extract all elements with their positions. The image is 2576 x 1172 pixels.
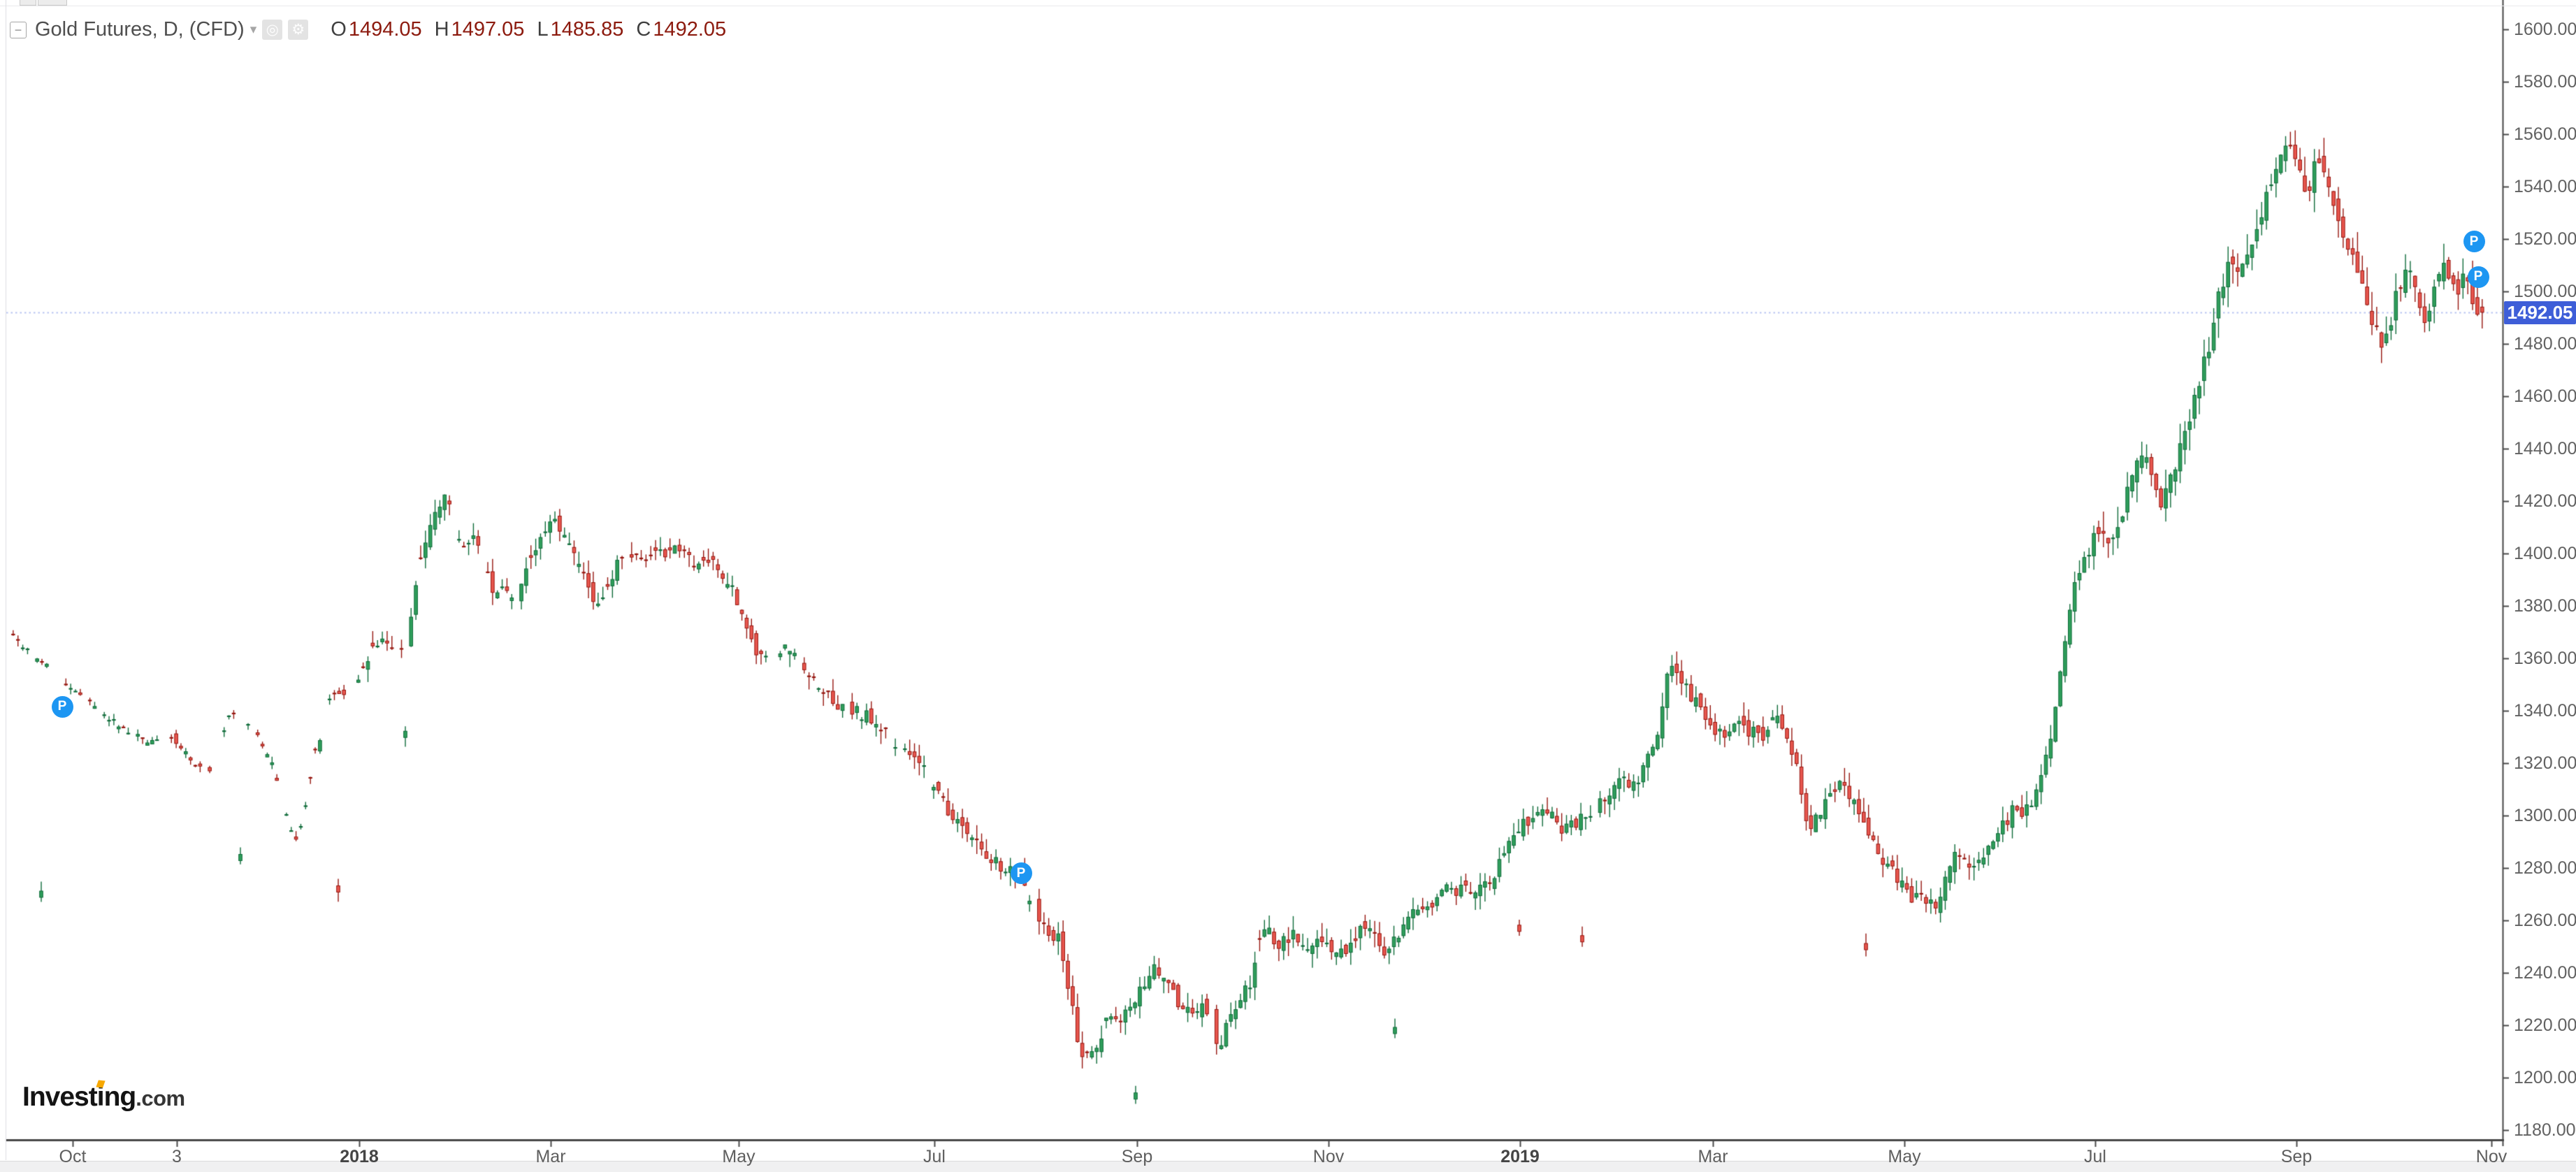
price-tick-label: 1200.00: [2514, 1068, 2576, 1087]
minus-icon: −: [14, 22, 22, 37]
logo-accent-i: i: [96, 1082, 105, 1112]
price-tick-label: 1240.00: [2514, 963, 2576, 983]
legend-collapse-button[interactable]: −: [10, 21, 27, 38]
price-tick-label: 1320.00: [2514, 753, 2576, 773]
price-tick-label: 1180.00: [2514, 1120, 2576, 1140]
top-tab-fragment: [20, 0, 36, 6]
price-tick-label: 1400.00: [2514, 544, 2576, 563]
time-tick-label: Oct: [59, 1147, 87, 1166]
price-tick-label: 1220.00: [2514, 1015, 2576, 1035]
logo-text: Investing: [22, 1082, 136, 1112]
position-marker[interactable]: P: [2463, 231, 2485, 253]
price-tick-label: 1560.00: [2514, 124, 2576, 144]
price-tick-label: 1460.00: [2514, 386, 2576, 406]
price-tick-label: 1420.00: [2514, 491, 2576, 511]
time-tick-label: Mar: [535, 1147, 566, 1166]
position-marker[interactable]: P: [51, 695, 73, 718]
chevron-down-icon[interactable]: ▾: [249, 22, 257, 37]
visibility-toggle-button[interactable]: ◎: [262, 20, 283, 40]
position-marker[interactable]: P: [1010, 862, 1032, 884]
ohlc-readout: O 1494.05 H 1497.05 L 1485.85 C 1492.05: [331, 18, 739, 41]
time-tick-label: Jul: [2084, 1147, 2106, 1166]
price-tick-label: 1300.00: [2514, 806, 2576, 825]
price-tick-label: 1380.00: [2514, 596, 2576, 616]
position-marker[interactable]: P: [2467, 266, 2489, 288]
symbol-title[interactable]: Gold Futures, D, (CFD): [35, 18, 245, 41]
price-tick-label: 1580.00: [2514, 72, 2576, 92]
time-tick-label: Nov: [2475, 1147, 2508, 1166]
time-tick-label: 3: [172, 1147, 182, 1166]
top-tab-fragment: [38, 0, 67, 6]
ohlc-open: O 1494.05: [331, 18, 422, 41]
price-tick-label: 1600.00: [2514, 20, 2576, 39]
price-tick-label: 1340.00: [2514, 701, 2576, 721]
bottom-edge-strip: [0, 1161, 2576, 1172]
gear-icon: ⚙: [291, 22, 305, 38]
eye-icon: ◎: [266, 22, 279, 38]
time-tick-label: May: [722, 1147, 755, 1166]
logo-suffix: .com: [136, 1086, 185, 1110]
price-tick-label: 1360.00: [2514, 649, 2576, 668]
ohlc-high: H 1497.05: [434, 18, 525, 41]
price-tick-label: 1540.00: [2514, 177, 2576, 196]
price-tick-label: 1500.00: [2514, 282, 2576, 301]
last-price-label: 1492.05: [2504, 301, 2576, 324]
time-tick-label: Nov: [1312, 1147, 1345, 1166]
investing-logo[interactable]: Investing .com: [22, 1082, 185, 1113]
ohlc-low: L 1485.85: [537, 18, 624, 41]
price-tick-label: 1520.00: [2514, 229, 2576, 249]
ohlc-close: C 1492.05: [636, 18, 727, 41]
time-tick-label: May: [1888, 1147, 1921, 1166]
time-tick-label: Jul: [923, 1147, 946, 1166]
time-tick-label: Mar: [1698, 1147, 1728, 1166]
price-tick-label: 1280.00: [2514, 858, 2576, 878]
price-tick-label: 1260.00: [2514, 911, 2576, 930]
settings-button[interactable]: ⚙: [288, 20, 309, 40]
time-tick-label: 2018: [340, 1147, 379, 1166]
time-tick-label: 2019: [1500, 1147, 1540, 1166]
time-tick-label: Sep: [2280, 1147, 2313, 1166]
time-tick-label: Sep: [1121, 1147, 1153, 1166]
price-tick-label: 1480.00: [2514, 334, 2576, 354]
price-tick-label: 1440.00: [2514, 439, 2576, 458]
chart-legend: − Gold Futures, D, (CFD) ▾ ◎ ⚙ O 1494.05 …: [10, 18, 739, 41]
